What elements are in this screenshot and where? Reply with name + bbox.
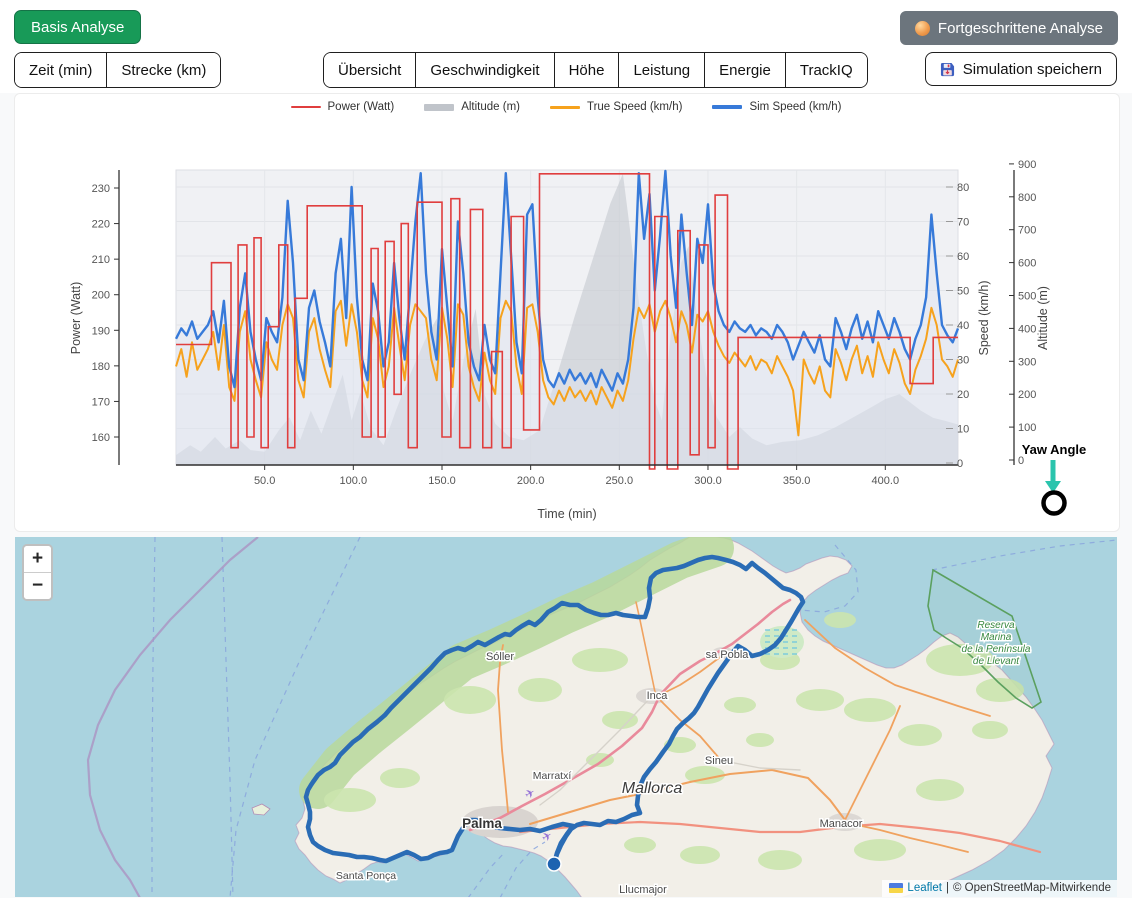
yaw-angle-dial (1044, 493, 1065, 514)
svg-text:700: 700 (1018, 225, 1036, 237)
svg-text:100.0: 100.0 (340, 475, 368, 487)
svg-text:200.0: 200.0 (517, 475, 545, 487)
svg-text:170: 170 (92, 396, 110, 408)
map-label: Marratxí (533, 770, 572, 782)
svg-text:50.0: 50.0 (254, 475, 275, 487)
svg-text:80: 80 (957, 182, 969, 194)
svg-text:20: 20 (957, 389, 969, 401)
map-label: Mallorca (622, 780, 683, 797)
svg-text:200: 200 (92, 290, 110, 302)
power-axis-title: Power (Watt) (69, 282, 83, 354)
altitude-axis-title: Altitude (m) (1036, 286, 1050, 350)
svg-text:400: 400 (1018, 323, 1036, 335)
yaw-angle-label: Yaw Angle (1022, 442, 1087, 457)
legend-item-altitude[interactable]: Altitude (m) (424, 101, 520, 113)
svg-text:100: 100 (1018, 422, 1036, 434)
legend-item-true-speed[interactable]: True Speed (km/h) (550, 101, 682, 113)
svg-text:40: 40 (957, 320, 969, 332)
legend-label-true-speed: True Speed (km/h) (587, 101, 682, 113)
tab-leistung[interactable]: Leistung (619, 53, 705, 87)
altitude-swatch (424, 104, 454, 111)
map-label: Palma (462, 816, 502, 831)
basis-analyse-button[interactable]: Basis Analyse (14, 10, 141, 44)
svg-text:600: 600 (1018, 258, 1036, 270)
zoom-in-button[interactable]: + (24, 546, 51, 573)
map-label: Reserva (977, 620, 1015, 631)
tab-hoehe[interactable]: Höhe (555, 53, 620, 87)
svg-text:300.0: 300.0 (694, 475, 722, 487)
map-attribution: Leaflet | © OpenStreetMap-Mitwirkende (882, 880, 1117, 897)
advanced-analyse-label: Fortgeschrittene Analyse (938, 20, 1103, 37)
legend-item-power[interactable]: Power (Watt) (291, 101, 395, 113)
floppy-disk-icon (940, 62, 955, 77)
ukraine-flag-icon (889, 883, 903, 893)
map-label: Sineu (705, 755, 733, 767)
x-axis-title: Time (min) (537, 507, 596, 521)
advanced-analyse-button[interactable]: Fortgeschrittene Analyse (900, 11, 1118, 45)
svg-text:150.0: 150.0 (428, 475, 456, 487)
svg-text:210: 210 (92, 254, 110, 266)
route-start-marker (547, 857, 561, 871)
legend-label-sim-speed: Sim Speed (km/h) (749, 101, 841, 113)
map-label: Santa Ponça (336, 870, 396, 882)
map-label: Inca (647, 690, 669, 702)
map-label: de la Península (962, 644, 1031, 655)
svg-text:800: 800 (1018, 192, 1036, 204)
sim-speed-swatch (712, 105, 742, 109)
svg-text:0: 0 (957, 458, 963, 470)
map-label: sa Pobla (706, 649, 750, 661)
map-label: de Llevant (973, 656, 1020, 667)
svg-text:30: 30 (957, 355, 969, 367)
svg-text:70: 70 (957, 217, 969, 229)
svg-text:900: 900 (1018, 159, 1036, 171)
svg-text:200: 200 (1018, 389, 1036, 401)
legend-item-sim-speed[interactable]: Sim Speed (km/h) (712, 101, 841, 113)
map-label: Llucmajor (619, 884, 667, 896)
save-simulation-button[interactable]: Simulation speichern (925, 52, 1117, 86)
svg-text:230: 230 (92, 183, 110, 195)
map-label: Manacor (820, 818, 863, 830)
svg-text:300: 300 (1018, 356, 1036, 368)
xmode-zeit-button[interactable]: Zeit (min) (15, 53, 107, 87)
app-root: { "header": { "basis_button": "Basis Ana… (0, 0, 1132, 898)
tab-energie[interactable]: Energie (705, 53, 786, 87)
speed-axis-title: Speed (km/h) (977, 280, 991, 355)
power-line-swatch (291, 106, 321, 108)
x-axis-mode-group: Zeit (min) Strecke (km) (14, 52, 221, 88)
attribution-separator: | (946, 882, 949, 894)
legend-label-power: Power (Watt) (328, 101, 395, 113)
svg-text:50: 50 (957, 286, 969, 298)
chart-legend: Power (Watt) Altitude (m) True Speed (km… (0, 101, 1132, 113)
tab-uebersicht[interactable]: Übersicht (324, 53, 416, 87)
svg-text:220: 220 (92, 219, 110, 231)
legend-label-altitude: Altitude (m) (461, 101, 520, 113)
map-label: Sóller (486, 651, 514, 663)
top-toolbar: Basis Analyse Fortgeschrittene Analyse Z… (0, 0, 1132, 93)
true-speed-swatch (550, 106, 580, 109)
svg-text:160: 160 (92, 432, 110, 444)
route-map[interactable]: ✈✈Sóllersa PoblaIncaSineuMallorcaManacor… (15, 537, 1117, 897)
svg-text:190: 190 (92, 325, 110, 337)
svg-text:500: 500 (1018, 291, 1036, 303)
tab-trackiq[interactable]: TrackIQ (786, 53, 867, 87)
svg-text:180: 180 (92, 361, 110, 373)
crystal-ball-icon (915, 21, 930, 36)
xmode-strecke-button[interactable]: Strecke (km) (107, 53, 220, 87)
map-canvas[interactable]: ✈✈Sóllersa PoblaIncaSineuMallorcaManacor… (15, 537, 1117, 897)
svg-text:60: 60 (957, 251, 969, 263)
svg-text:350.0: 350.0 (783, 475, 811, 487)
leaflet-link[interactable]: Leaflet (907, 882, 942, 894)
tab-geschwindigkeit[interactable]: Geschwindigkeit (416, 53, 554, 87)
power-speed-altitude-chart: 160 170 180 190 200 210 220 230 0 10 20 30 40 50 60 70 8… (0, 125, 1132, 530)
zoom-out-button[interactable]: − (24, 573, 51, 599)
map-label: Marina (981, 632, 1012, 643)
osm-attribution-link[interactable]: © OpenStreetMap-Mitwirkende (953, 882, 1111, 894)
svg-text:250.0: 250.0 (606, 475, 634, 487)
map-zoom-control: + − (22, 544, 53, 601)
svg-text:10: 10 (957, 424, 969, 436)
chart-tab-group: Übersicht Geschwindigkeit Höhe Leistung … (323, 52, 868, 88)
save-simulation-label: Simulation speichern (963, 61, 1102, 78)
svg-text:400.0: 400.0 (872, 475, 900, 487)
